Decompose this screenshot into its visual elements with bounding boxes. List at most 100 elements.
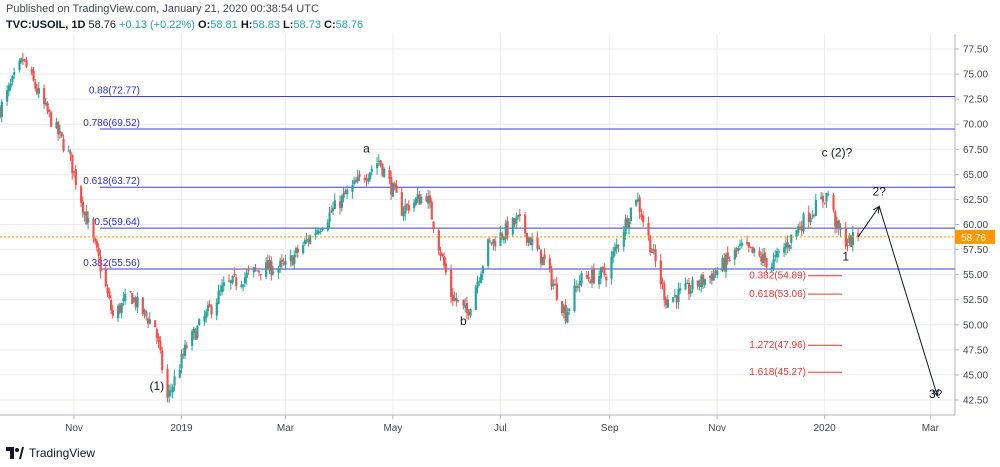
candle-body[interactable] bbox=[333, 200, 336, 210]
candle-body[interactable] bbox=[400, 192, 403, 216]
candle-body[interactable] bbox=[807, 212, 810, 222]
candle-body[interactable] bbox=[783, 247, 786, 253]
candle-body[interactable] bbox=[709, 275, 712, 278]
candle-body[interactable] bbox=[455, 298, 458, 302]
candle-body[interactable] bbox=[316, 230, 319, 235]
candle-body[interactable] bbox=[548, 258, 551, 269]
candle-body[interactable] bbox=[790, 234, 793, 244]
candle-body[interactable] bbox=[94, 238, 97, 242]
candle-body[interactable] bbox=[363, 177, 366, 180]
candle-body[interactable] bbox=[178, 369, 181, 378]
candle-body[interactable] bbox=[395, 185, 398, 193]
candle-body[interactable] bbox=[753, 248, 756, 253]
candle-body[interactable] bbox=[242, 284, 245, 287]
candle-body[interactable] bbox=[679, 288, 682, 291]
candle-body[interactable] bbox=[247, 270, 250, 272]
candle-body[interactable] bbox=[501, 234, 504, 238]
candle-body[interactable] bbox=[330, 210, 333, 213]
candle-body[interactable] bbox=[450, 270, 453, 297]
candle-body[interactable] bbox=[206, 305, 210, 312]
candle-body[interactable] bbox=[203, 316, 206, 322]
candle-body[interactable] bbox=[624, 219, 627, 235]
candle-body[interactable] bbox=[256, 270, 259, 272]
candle-body[interactable] bbox=[712, 273, 715, 281]
candle-body[interactable] bbox=[340, 196, 344, 208]
candle-body[interactable] bbox=[848, 235, 851, 244]
candle-body[interactable] bbox=[437, 230, 440, 251]
candle-body[interactable] bbox=[97, 248, 100, 256]
candle-body[interactable] bbox=[282, 262, 285, 264]
candle-body[interactable] bbox=[737, 248, 740, 251]
candle-body[interactable] bbox=[111, 310, 114, 316]
candle-body[interactable] bbox=[289, 255, 292, 261]
candle-body[interactable] bbox=[580, 273, 583, 284]
symbol-name[interactable]: TVC:USOIL, 1D bbox=[6, 19, 86, 31]
candle-body[interactable] bbox=[332, 207, 335, 211]
candle-body[interactable] bbox=[726, 252, 729, 259]
candle-body[interactable] bbox=[591, 270, 594, 283]
candle-body[interactable] bbox=[453, 297, 456, 301]
candle-body[interactable] bbox=[353, 180, 356, 185]
candle-body[interactable] bbox=[710, 273, 714, 281]
candle-body[interactable] bbox=[568, 308, 571, 312]
candle-body[interactable] bbox=[536, 237, 539, 249]
candle-body[interactable] bbox=[60, 132, 63, 137]
candle-body[interactable] bbox=[765, 258, 768, 268]
candle-body[interactable] bbox=[427, 196, 430, 204]
candle-body[interactable] bbox=[390, 177, 393, 195]
candle-body[interactable] bbox=[339, 201, 342, 209]
candle-body[interactable] bbox=[531, 238, 534, 245]
candle-body[interactable] bbox=[839, 228, 842, 230]
candle-body[interactable] bbox=[280, 259, 284, 262]
candle-body[interactable] bbox=[166, 368, 169, 398]
candle-body[interactable] bbox=[428, 195, 432, 203]
candle-body[interactable] bbox=[576, 285, 580, 288]
candle-body[interactable] bbox=[554, 284, 557, 286]
candle-body[interactable] bbox=[71, 154, 74, 174]
candle-body[interactable] bbox=[640, 214, 643, 218]
candle-body[interactable] bbox=[407, 205, 410, 211]
candle-body[interactable] bbox=[511, 217, 514, 235]
candle-body[interactable] bbox=[416, 194, 419, 200]
candle-body[interactable] bbox=[80, 186, 83, 203]
candle-body[interactable] bbox=[73, 171, 76, 173]
candle-body[interactable] bbox=[420, 196, 423, 204]
candle-body[interactable] bbox=[739, 244, 742, 246]
candle-body[interactable] bbox=[124, 293, 127, 301]
candle-body[interactable] bbox=[524, 214, 527, 234]
candle-body[interactable] bbox=[270, 261, 273, 276]
candle-body[interactable] bbox=[626, 217, 629, 227]
candle-body[interactable] bbox=[180, 353, 183, 369]
candle-body[interactable] bbox=[802, 213, 805, 232]
candle-body[interactable] bbox=[494, 241, 497, 247]
candle-body[interactable] bbox=[222, 282, 225, 286]
candle-body[interactable] bbox=[388, 169, 391, 179]
candle-body[interactable] bbox=[823, 202, 826, 204]
candle-body[interactable] bbox=[161, 350, 164, 371]
candle-body[interactable] bbox=[254, 267, 257, 269]
candle-body[interactable] bbox=[85, 211, 88, 225]
candle-body[interactable] bbox=[481, 266, 484, 274]
candle-body[interactable] bbox=[13, 72, 16, 76]
candle-body[interactable] bbox=[728, 259, 731, 261]
candle-body[interactable] bbox=[321, 228, 324, 230]
candle-body[interactable] bbox=[610, 257, 613, 279]
candle-body[interactable] bbox=[231, 275, 234, 283]
candle-body[interactable] bbox=[788, 245, 791, 249]
candle-body[interactable] bbox=[259, 274, 262, 276]
candle-body[interactable] bbox=[490, 242, 493, 245]
candle-body[interactable] bbox=[851, 232, 855, 246]
candle-body[interactable] bbox=[418, 194, 421, 205]
candle-body[interactable] bbox=[684, 283, 687, 290]
candle-body[interactable] bbox=[751, 246, 754, 253]
candle-body[interactable] bbox=[110, 299, 113, 311]
candle-body[interactable] bbox=[541, 256, 544, 266]
candle-body[interactable] bbox=[95, 241, 99, 248]
candle-body[interactable] bbox=[487, 239, 490, 266]
candle-body[interactable] bbox=[305, 239, 308, 241]
candle-body[interactable] bbox=[821, 195, 825, 202]
candle-body[interactable] bbox=[444, 263, 447, 273]
candle-body[interactable] bbox=[716, 270, 719, 276]
candle-body[interactable] bbox=[37, 88, 40, 94]
candle-body[interactable] bbox=[488, 240, 492, 242]
